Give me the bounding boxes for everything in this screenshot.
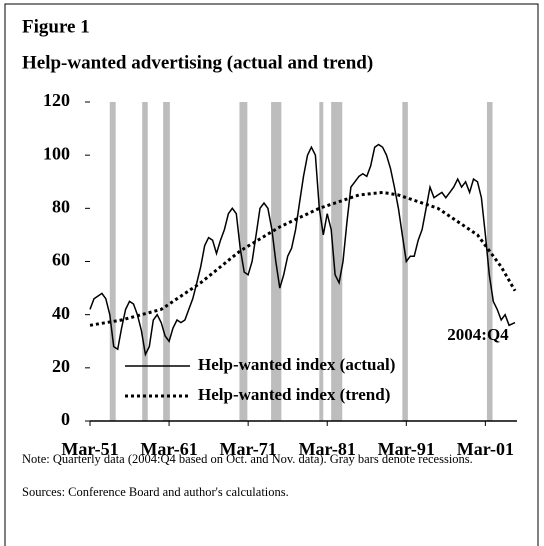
recession-bar [109, 102, 116, 421]
sources: Sources: Conference Board and author's c… [22, 485, 289, 499]
y-tick-label: 80 [52, 196, 70, 216]
recession-bar [239, 102, 248, 421]
y-tick-label: 120 [43, 90, 70, 110]
recession-bar [331, 102, 343, 421]
annotation: 2004:Q4 [447, 325, 509, 344]
y-tick-label: 20 [52, 356, 70, 376]
series-line [89, 190, 517, 327]
recession-bar [486, 102, 493, 421]
y-tick-label: 60 [52, 250, 70, 270]
series-line [89, 143, 516, 357]
x-tick-label: Mar-51 [61, 439, 118, 459]
x-tick-label: Mar-01 [457, 439, 514, 459]
figure-label: Figure 1 [22, 16, 90, 37]
recession-bar [319, 102, 324, 421]
recession-bar [163, 102, 170, 421]
legend-label: Help-wanted index (trend) [198, 385, 390, 404]
chart-title: Help-wanted advertising (actual and tren… [22, 52, 373, 73]
y-tick-label: 0 [61, 409, 70, 429]
recession-bar [142, 102, 148, 421]
y-tick-label: 40 [52, 303, 70, 323]
y-tick-label: 100 [43, 143, 70, 163]
legend-label: Help-wanted index (actual) [198, 355, 395, 374]
recession-bar [402, 102, 408, 421]
frame [4, 3, 539, 546]
x-tick-label: Mar-71 [219, 439, 276, 459]
x-tick-label: Mar-81 [299, 439, 356, 459]
note: Note: Quarterly data (2004:Q4 based on O… [22, 452, 473, 466]
x-tick-label: Mar-91 [378, 439, 435, 459]
x-tick-label: Mar-61 [140, 439, 197, 459]
